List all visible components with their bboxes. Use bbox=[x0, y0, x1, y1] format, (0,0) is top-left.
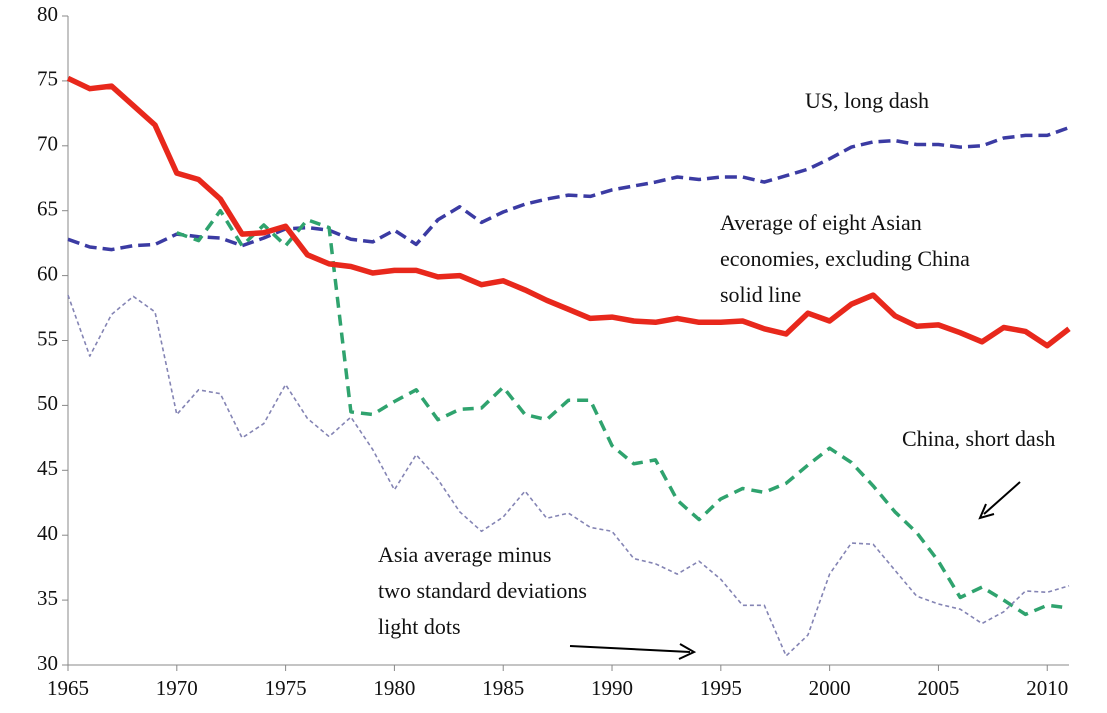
x-tick-label: 1965 bbox=[47, 676, 89, 700]
annotation: China, short dash bbox=[902, 426, 1055, 451]
x-tick-label: 1970 bbox=[156, 676, 198, 700]
arrow bbox=[569, 645, 691, 653]
series-line bbox=[66, 75, 1071, 349]
annotation: US, long dash bbox=[805, 88, 929, 113]
y-tick-label: 50 bbox=[37, 391, 58, 415]
y-tick-label: 40 bbox=[37, 521, 58, 545]
x-tick-label: 1985 bbox=[482, 676, 524, 700]
y-tick-label: 80 bbox=[37, 2, 58, 26]
annotation: light dots bbox=[378, 614, 461, 639]
y-tick-label: 45 bbox=[37, 456, 58, 480]
x-tick-label: 1995 bbox=[700, 676, 742, 700]
x-tick-label: 2005 bbox=[917, 676, 959, 700]
annotation: Average of eight Asian bbox=[720, 210, 922, 235]
x-tick-label: 1975 bbox=[265, 676, 307, 700]
x-tick-label: 2000 bbox=[809, 676, 851, 700]
arrow bbox=[983, 481, 1021, 515]
x-tick-label: 1980 bbox=[373, 676, 415, 700]
annotation: solid line bbox=[720, 282, 801, 307]
series-line bbox=[176, 208, 1070, 617]
y-tick-label: 55 bbox=[37, 326, 58, 350]
annotation: Asia average minus bbox=[378, 542, 552, 567]
series-line bbox=[67, 125, 1070, 252]
y-tick-label: 60 bbox=[37, 261, 58, 285]
annotation: economies, excluding China bbox=[720, 246, 970, 271]
y-tick-label: 75 bbox=[37, 67, 58, 91]
y-tick-label: 35 bbox=[37, 586, 58, 610]
y-tick-label: 65 bbox=[37, 197, 58, 221]
x-tick-label: 1990 bbox=[591, 676, 633, 700]
arrow-head bbox=[678, 643, 697, 660]
arrow-head bbox=[978, 503, 995, 520]
x-tick-label: 2010 bbox=[1026, 676, 1068, 700]
y-tick-label: 30 bbox=[37, 651, 58, 675]
y-tick-label: 70 bbox=[37, 132, 58, 156]
series-line bbox=[67, 294, 1070, 657]
annotation: two standard deviations bbox=[378, 578, 587, 603]
